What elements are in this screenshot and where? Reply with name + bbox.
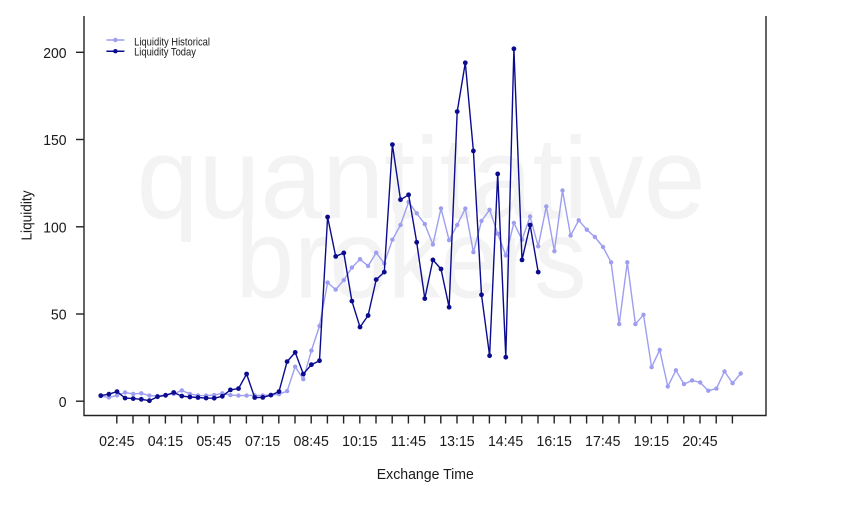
svg-text:Liquidity: Liquidity xyxy=(19,190,36,241)
svg-text:02:45: 02:45 xyxy=(99,433,134,450)
svg-text:20:45: 20:45 xyxy=(682,433,717,450)
svg-text:11:45: 11:45 xyxy=(391,433,426,450)
svg-text:16:15: 16:15 xyxy=(537,433,572,450)
svg-text:Exchange Time: Exchange Time xyxy=(377,466,474,483)
svg-text:200: 200 xyxy=(43,45,66,62)
svg-text:150: 150 xyxy=(43,132,66,149)
svg-text:14:45: 14:45 xyxy=(488,433,523,450)
svg-text:Liquidity Historical: Liquidity Historical xyxy=(134,36,210,48)
svg-text:10:15: 10:15 xyxy=(342,433,377,450)
svg-text:50: 50 xyxy=(51,307,67,324)
svg-text:08:45: 08:45 xyxy=(294,433,329,450)
svg-text:13:15: 13:15 xyxy=(439,433,474,450)
svg-text:07:15: 07:15 xyxy=(245,433,280,450)
svg-text:0: 0 xyxy=(59,394,67,411)
svg-text:05:45: 05:45 xyxy=(196,433,231,450)
svg-text:quantitative: quantitative xyxy=(137,113,706,243)
svg-text:100: 100 xyxy=(43,219,66,236)
svg-text:Liquidity Today: Liquidity Today xyxy=(134,47,196,59)
svg-text:19:15: 19:15 xyxy=(634,433,669,450)
svg-text:brokers: brokers xyxy=(236,196,587,321)
svg-text:04:15: 04:15 xyxy=(148,433,183,450)
svg-text:17:45: 17:45 xyxy=(585,433,620,450)
